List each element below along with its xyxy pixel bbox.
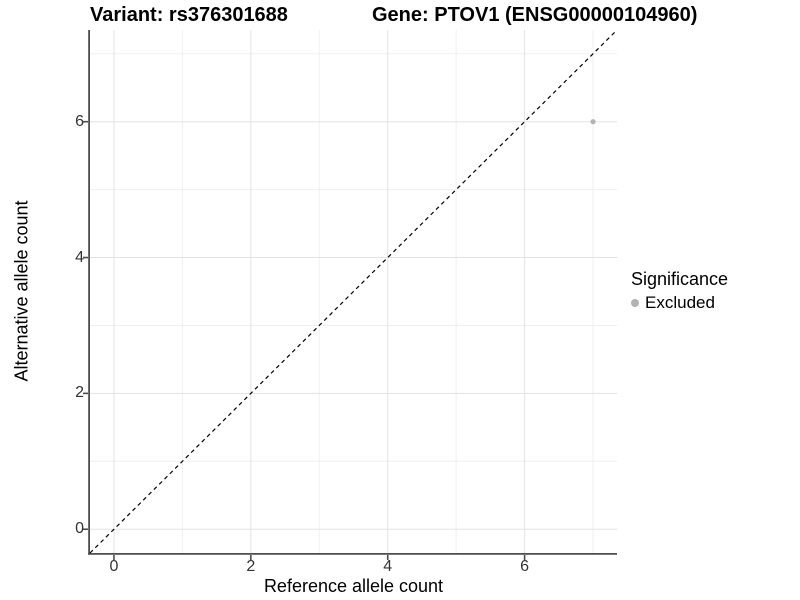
legend-item-label: Excluded [645, 293, 715, 312]
x-tick-label: 0 [109, 558, 119, 575]
x-tick-label: 6 [520, 558, 530, 575]
legend: Significance Excluded [631, 269, 728, 313]
y-tick-label: 2 [75, 384, 84, 402]
y-axis-title: Alternative allele count [11, 200, 32, 382]
x-axis-title: Reference allele count [263, 576, 444, 596]
y-tick-label: 4 [75, 248, 84, 266]
identity-reference-line [89, 29, 618, 554]
y-tick-label: 0 [75, 520, 84, 538]
legend-point-icon [631, 299, 639, 307]
plot-title-variant: Variant: rs376301688 [90, 4, 288, 26]
y-tick-label: 6 [75, 112, 84, 130]
plot-title-gene: Gene: PTOV1 (ENSG00000104960) [372, 4, 698, 26]
x-tick-label: 2 [246, 558, 256, 575]
legend-item-excluded: Excluded [631, 293, 728, 313]
x-tick-label: 4 [383, 558, 393, 575]
data-point [590, 119, 596, 125]
legend-title: Significance [631, 269, 729, 289]
